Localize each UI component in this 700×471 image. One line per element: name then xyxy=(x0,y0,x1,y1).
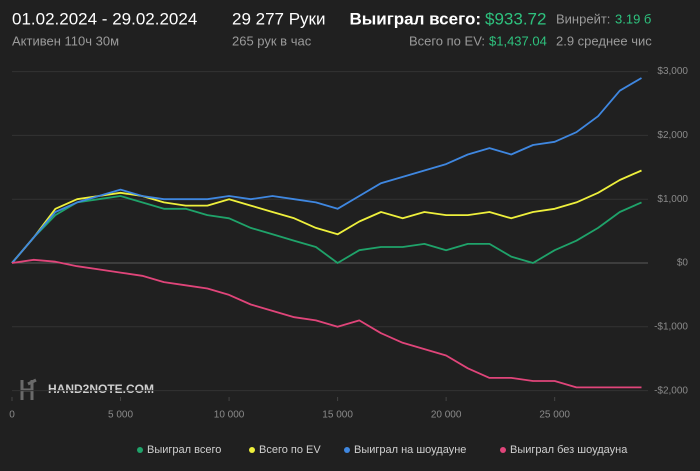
legend-dot xyxy=(249,447,255,453)
won-label: Выиграл всего: xyxy=(349,9,481,28)
series-line xyxy=(11,77,642,264)
legend-item: Выиграл без шоудауна xyxy=(500,444,628,456)
hands-per-hour: 265 рук в час xyxy=(232,33,312,48)
won-value: $933.72 xyxy=(485,9,546,28)
logo-text: HAND2NOTE.COM xyxy=(48,382,154,396)
x-tick-label: 20 000 xyxy=(431,410,462,421)
legend-dot xyxy=(344,447,350,453)
legend-dot xyxy=(137,447,143,453)
average: 2.9 среднее чис xyxy=(556,33,652,48)
legend-item: Выиграл на шоудауне xyxy=(344,444,466,456)
active-time: Активен 110ч 30м xyxy=(12,33,119,48)
y-tick-label: $3,000 xyxy=(657,66,688,77)
ev-label: Всего по EV: xyxy=(409,33,485,48)
legend-label: Выиграл без шоудауна xyxy=(510,444,628,456)
y-tick-label: -$2,000 xyxy=(654,385,688,396)
x-tick-label: 0 xyxy=(9,410,15,421)
logo-icon xyxy=(20,378,37,400)
legend-dot xyxy=(500,447,506,453)
y-tick-label: $0 xyxy=(677,258,689,269)
legend-item: Всего по EV xyxy=(249,444,321,456)
x-tick-label: 25 000 xyxy=(539,410,570,421)
x-tick-label: 5 000 xyxy=(108,410,133,421)
y-tick-label: $2,000 xyxy=(657,130,688,141)
hands: 29 277 Руки xyxy=(232,9,326,28)
series-line xyxy=(11,258,642,389)
winrate-value: 3.19 б xyxy=(615,11,651,26)
x-tick-label: 15 000 xyxy=(322,410,353,421)
y-tick-label: $1,000 xyxy=(657,194,688,205)
logo: HAND2NOTE.COM xyxy=(20,378,154,400)
x-tick-label: 10 000 xyxy=(214,410,245,421)
ev-value: $1,437.04 xyxy=(489,33,547,48)
y-tick-label: -$1,000 xyxy=(654,321,688,332)
legend-label: Выиграл на шоудауне xyxy=(354,444,466,456)
legend-label: Всего по EV xyxy=(259,444,321,456)
legend-label: Выиграл всего xyxy=(147,444,221,456)
period: 01.02.2024 - 29.02.2024 xyxy=(12,9,197,28)
legend-item: Выиграл всего xyxy=(137,444,221,456)
series-line xyxy=(11,195,642,264)
series-line xyxy=(11,169,642,264)
winrate-label: Винрейт: xyxy=(556,11,610,26)
